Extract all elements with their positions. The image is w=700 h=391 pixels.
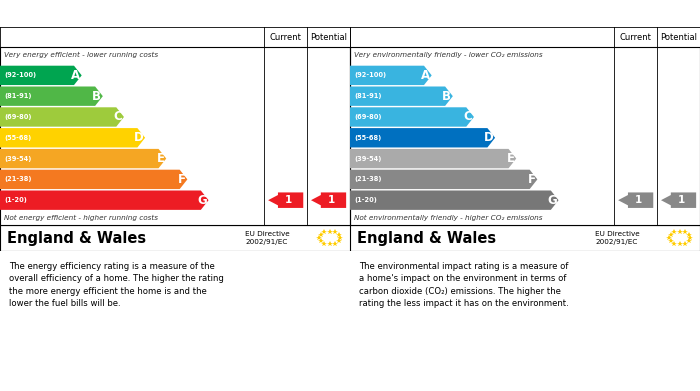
- Polygon shape: [350, 128, 495, 147]
- Polygon shape: [350, 107, 474, 127]
- Text: (21-38): (21-38): [354, 176, 382, 182]
- Text: The environmental impact rating is a measure of
a home's impact on the environme: The environmental impact rating is a mea…: [358, 262, 568, 308]
- Text: (1-20): (1-20): [4, 197, 27, 203]
- Text: England & Wales: England & Wales: [357, 231, 496, 246]
- Polygon shape: [0, 190, 209, 210]
- Polygon shape: [661, 192, 696, 208]
- Text: Not environmentally friendly - higher CO₂ emissions: Not environmentally friendly - higher CO…: [354, 214, 542, 221]
- Text: EU Directive
2002/91/EC: EU Directive 2002/91/EC: [595, 231, 640, 245]
- Text: C: C: [463, 111, 473, 124]
- Text: (92-100): (92-100): [354, 72, 386, 78]
- Text: 1: 1: [328, 195, 335, 205]
- Text: (55-68): (55-68): [4, 135, 32, 141]
- Text: 1: 1: [285, 195, 292, 205]
- Text: G: G: [547, 194, 556, 207]
- Text: Potential: Potential: [660, 32, 697, 41]
- Text: (39-54): (39-54): [4, 156, 32, 161]
- Polygon shape: [0, 128, 145, 147]
- Text: EU Directive
2002/91/EC: EU Directive 2002/91/EC: [245, 231, 290, 245]
- Polygon shape: [0, 66, 82, 85]
- Text: Very environmentally friendly - lower CO₂ emissions: Very environmentally friendly - lower CO…: [354, 52, 542, 57]
- Text: 1: 1: [678, 195, 685, 205]
- Text: (21-38): (21-38): [4, 176, 32, 182]
- Text: (92-100): (92-100): [4, 72, 36, 78]
- Text: F: F: [528, 173, 536, 186]
- Text: G: G: [197, 194, 206, 207]
- Text: E: E: [157, 152, 164, 165]
- Polygon shape: [618, 192, 653, 208]
- Polygon shape: [350, 66, 432, 85]
- Polygon shape: [350, 86, 453, 106]
- Text: A: A: [421, 69, 430, 82]
- Text: (39-54): (39-54): [354, 156, 382, 161]
- Text: B: B: [442, 90, 451, 103]
- Polygon shape: [350, 190, 559, 210]
- Text: 1: 1: [635, 195, 642, 205]
- Text: D: D: [484, 131, 494, 144]
- Polygon shape: [268, 192, 303, 208]
- Text: Energy Efficiency Rating: Energy Efficiency Rating: [8, 7, 172, 20]
- Text: (55-68): (55-68): [354, 135, 382, 141]
- Text: The energy efficiency rating is a measure of the
overall efficiency of a home. T: The energy efficiency rating is a measur…: [8, 262, 223, 308]
- Text: Environmental Impact (CO₂) Rating: Environmental Impact (CO₂) Rating: [358, 7, 591, 20]
- Polygon shape: [0, 86, 103, 106]
- Polygon shape: [311, 192, 346, 208]
- Text: A: A: [71, 69, 80, 82]
- Text: C: C: [113, 111, 122, 124]
- Text: (69-80): (69-80): [354, 114, 382, 120]
- Text: B: B: [92, 90, 101, 103]
- Text: Current: Current: [270, 32, 302, 41]
- Text: E: E: [507, 152, 514, 165]
- Text: (1-20): (1-20): [354, 197, 377, 203]
- Text: (81-91): (81-91): [4, 93, 32, 99]
- Text: (81-91): (81-91): [354, 93, 382, 99]
- Text: D: D: [134, 131, 143, 144]
- Text: Potential: Potential: [310, 32, 347, 41]
- Text: (69-80): (69-80): [4, 114, 32, 120]
- Text: Very energy efficient - lower running costs: Very energy efficient - lower running co…: [4, 52, 158, 57]
- Polygon shape: [350, 149, 517, 168]
- Polygon shape: [350, 170, 538, 189]
- Text: England & Wales: England & Wales: [7, 231, 146, 246]
- Polygon shape: [0, 149, 167, 168]
- Text: F: F: [178, 173, 186, 186]
- Polygon shape: [0, 170, 188, 189]
- Text: Not energy efficient - higher running costs: Not energy efficient - higher running co…: [4, 214, 158, 221]
- Polygon shape: [0, 107, 124, 127]
- Text: Current: Current: [620, 32, 652, 41]
